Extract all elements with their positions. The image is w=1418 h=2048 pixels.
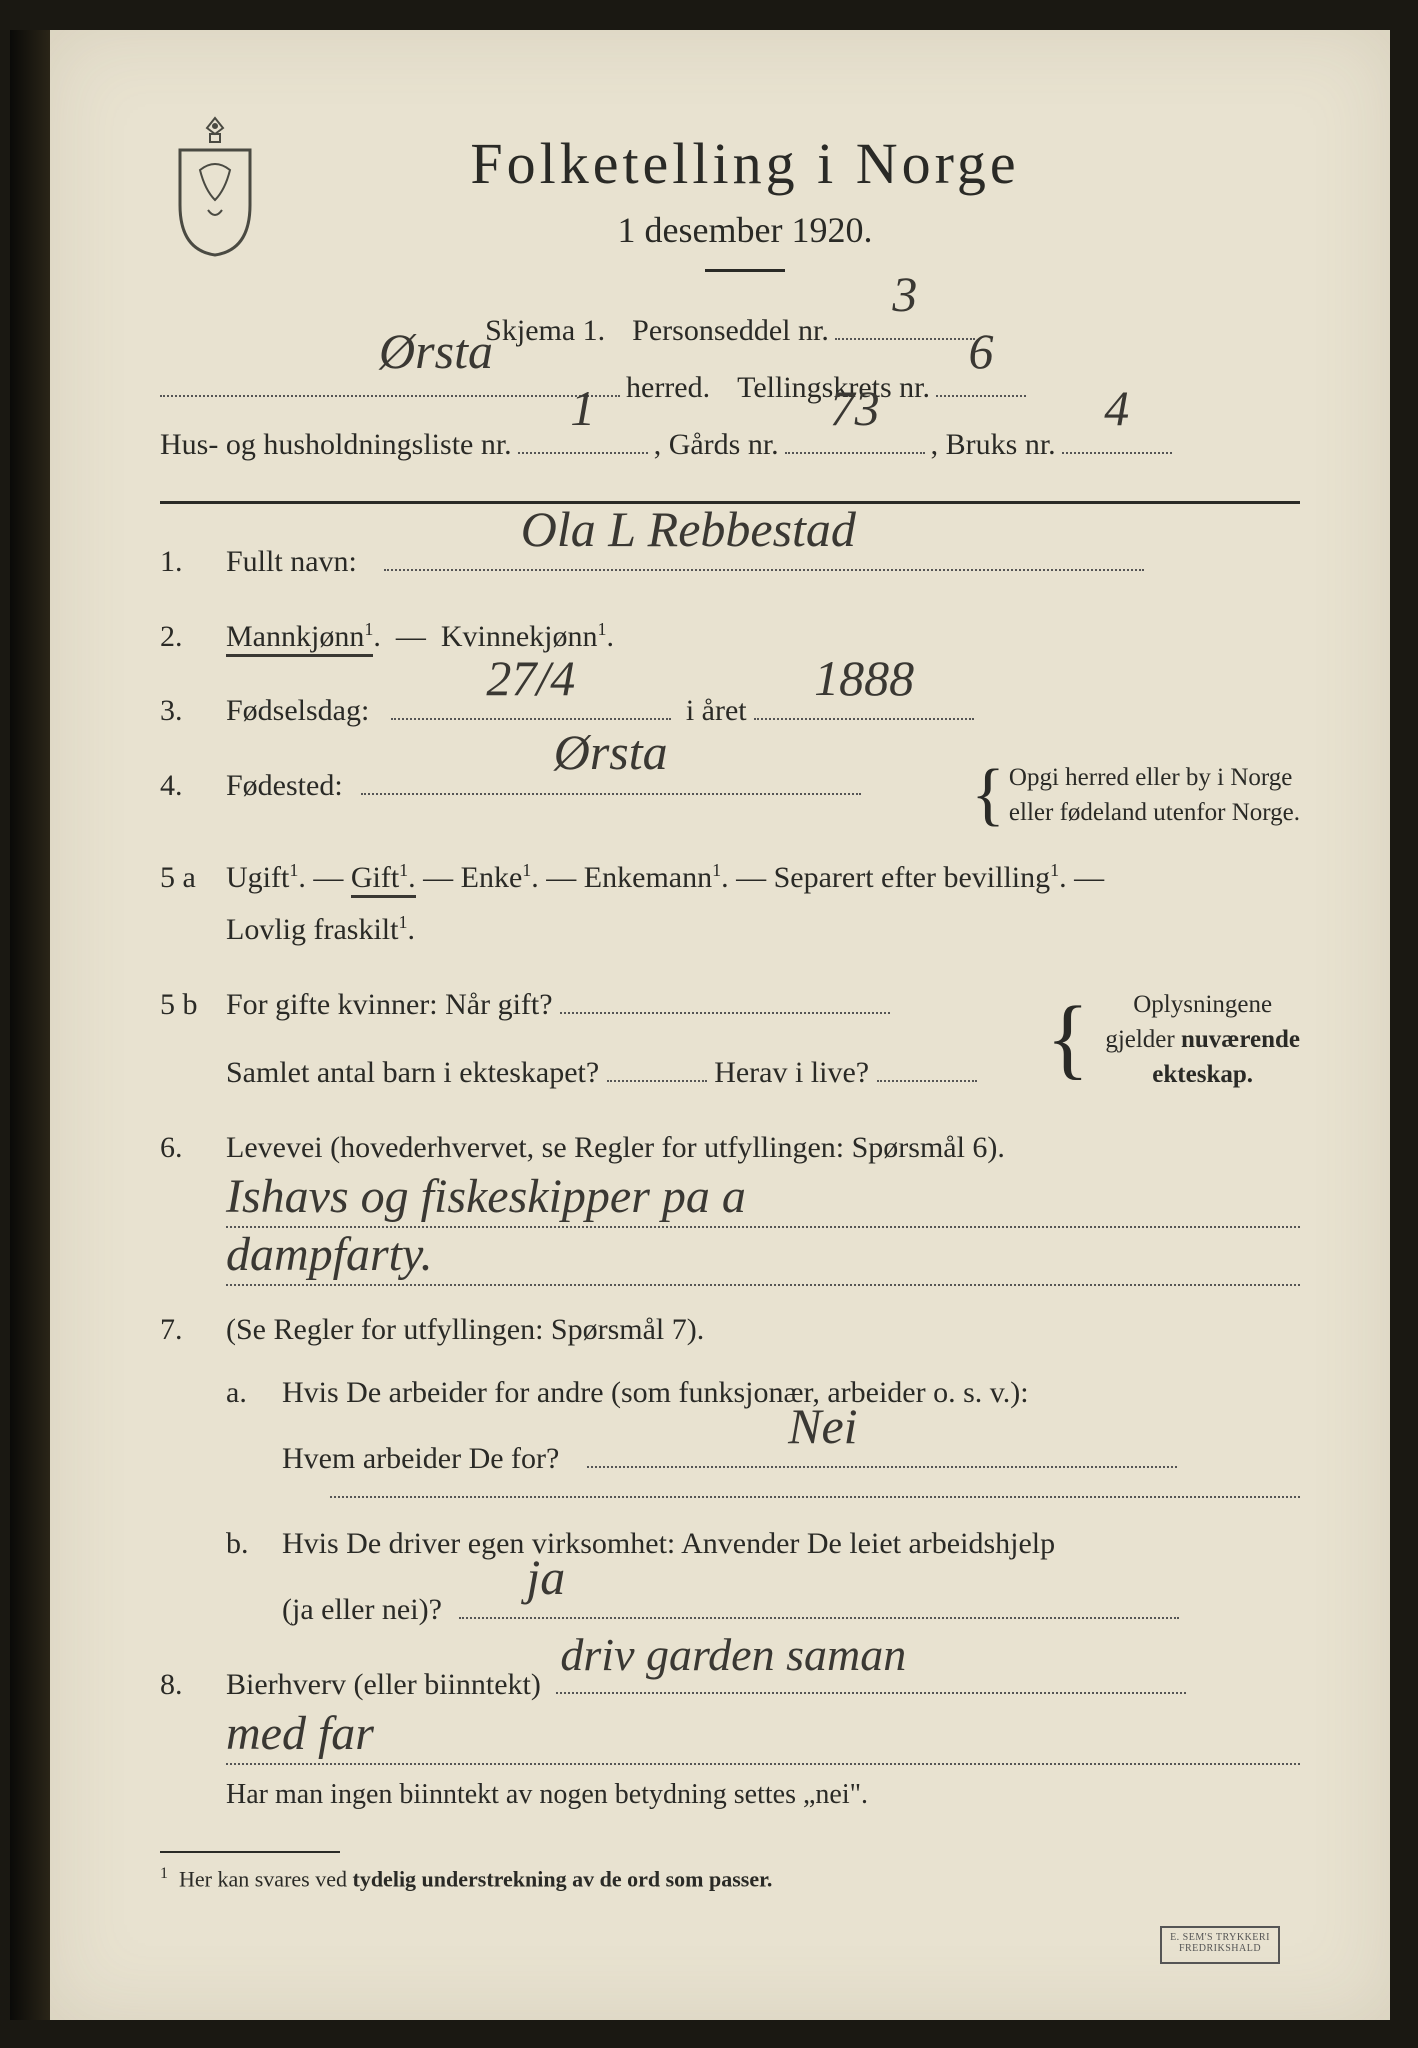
main-title: Folketelling i Norge <box>300 130 1190 197</box>
q5b-label3: Herav i live? <box>714 1056 869 1089</box>
q5b-field2 <box>607 1048 707 1082</box>
q5b-label2: Samlet antal barn i ekteskapet? <box>226 1056 599 1089</box>
gards-value: 73 <box>830 361 880 456</box>
q5a-num: 5 a <box>160 861 208 895</box>
question-1: 1. Fullt navn: Ola L Rebbestad <box>160 536 1300 589</box>
husliste-label: Hus- og husholdningsliste nr. <box>160 416 512 473</box>
q7a-num: a. <box>226 1376 264 1410</box>
meta-line-3: Hus- og husholdningsliste nr. 1 , Gårds … <box>160 416 1300 473</box>
q6-label: Levevei (hovederhvervet, se Regler for u… <box>226 1122 1300 1175</box>
question-7a: a. Hvis De arbeider for andre (som funks… <box>226 1367 1300 1486</box>
brace-icon: { <box>971 774 1005 816</box>
q1-field: Ola L Rebbestad <box>384 537 1144 571</box>
q7a-l2: Hvem arbeider De for? <box>282 1442 559 1475</box>
question-3: 3. Fødselsdag: 27/4 i året 1888 <box>160 685 1300 738</box>
herred-value: Ørsta <box>379 304 493 399</box>
q6-line2: dampfarty. <box>226 1238 1300 1286</box>
tellingskrets-value: 6 <box>969 304 994 399</box>
husliste-field: 1 <box>518 420 648 454</box>
personseddel-field: 3 <box>835 306 975 340</box>
title-block: Folketelling i Norge 1 desember 1920. <box>300 130 1300 272</box>
q5b-num: 5 b <box>160 988 208 1022</box>
personseddel-label: Personseddel nr. <box>632 302 829 359</box>
skjema-label: Skjema 1. <box>485 302 605 359</box>
q2-num: 2. <box>160 620 208 654</box>
q3-label-day: Fødselsdag: <box>226 694 369 727</box>
q2-mann: Mannkjønn1 <box>226 620 373 657</box>
q6-value-l1: Ishavs og fiskeskipper pa a <box>226 1169 746 1224</box>
gards-field: 73 <box>785 420 925 454</box>
coat-of-arms-icon <box>160 110 270 260</box>
q5b-label1: For gifte kvinner: Når gift? <box>226 988 553 1021</box>
question-5b: 5 b For gifte kvinner: Når gift? Samlet … <box>160 979 1300 1100</box>
q5b-field1 <box>560 980 890 1014</box>
footnote: 1 Her kan svares ved tydelig understrekn… <box>160 1865 1300 1892</box>
q8-line2: med far <box>226 1717 1300 1765</box>
q4-label: Fødested: <box>226 760 343 813</box>
q6-value-l2: dampfarty. <box>226 1227 433 1282</box>
q3-year-value: 1888 <box>814 635 914 723</box>
q7a-field: Nei <box>587 1434 1177 1468</box>
q8-label: Bierhverv (eller biinntekt) <box>226 1668 541 1701</box>
brace-icon: { <box>1046 1012 1089 1066</box>
sub-title: 1 desember 1920. <box>300 209 1190 251</box>
q7b-num: b. <box>226 1527 264 1561</box>
q7b-field: ja <box>459 1585 1179 1619</box>
q6-num: 6. <box>160 1131 208 1165</box>
herred-label: herred. <box>626 359 710 416</box>
q4-value: Ørsta <box>554 709 668 797</box>
q4-num: 4. <box>160 769 208 803</box>
title-rule <box>705 269 785 272</box>
question-6: 6. Levevei (hovederhvervet, se Regler fo… <box>160 1122 1300 1175</box>
q5b-note: Oplysningene gjelder nuværende ekteskap. <box>1105 987 1300 1092</box>
q1-num: 1. <box>160 545 208 579</box>
header: Folketelling i Norge 1 desember 1920. <box>160 130 1300 272</box>
q3-label-year: i året <box>686 694 747 727</box>
q5a-selected: Gift1. <box>351 861 416 898</box>
bruks-field: 4 <box>1062 420 1172 454</box>
q8-value-l2: med far <box>226 1706 374 1761</box>
q7-label: (Se Regler for utfyllingen: Spørsmål 7). <box>226 1304 1300 1357</box>
printer-stamp: E. SEM'S TRYKKERI FREDRIKSHALD <box>1160 1926 1280 1964</box>
meta-block: Skjema 1. Personseddel nr. 3 Ørsta herre… <box>160 302 1300 473</box>
herred-field: Ørsta <box>160 363 620 397</box>
census-form-page: Folketelling i Norge 1 desember 1920. Sk… <box>50 30 1390 2020</box>
q6-line1: Ishavs og fiskeskipper pa a <box>226 1180 1300 1228</box>
q8-field1: driv garden saman <box>556 1660 1186 1694</box>
q7a-value: Nei <box>788 1383 857 1471</box>
husliste-value: 1 <box>570 361 595 456</box>
bruks-value: 4 <box>1104 361 1129 456</box>
question-7: 7. (Se Regler for utfyllingen: Spørsmål … <box>160 1304 1300 1357</box>
q1-value: Ola L Rebbestad <box>521 486 856 574</box>
q8-num: 8. <box>160 1668 208 1702</box>
q3-num: 3. <box>160 694 208 728</box>
personseddel-value: 3 <box>892 247 917 342</box>
q4-field: Ørsta <box>361 761 861 795</box>
question-5a: 5 a Ugift1. — Gift1. — Enke1. — Enkemann… <box>160 852 1300 957</box>
q7b-l2: (ja eller nei)? <box>282 1593 442 1626</box>
question-4: 4. Fødested: Ørsta { Opgi herred eller b… <box>160 760 1300 830</box>
q7-num: 7. <box>160 1313 208 1347</box>
q5b-field3 <box>877 1048 977 1082</box>
q7b-l1: Hvis De driver egen virksomhet: Anvender… <box>282 1518 1300 1571</box>
q8-hint: Har man ingen biinntekt av nogen betydni… <box>226 1779 1300 1811</box>
footnote-rule <box>160 1851 340 1853</box>
meta-line-1: Skjema 1. Personseddel nr. 3 <box>160 302 1300 359</box>
q7a-rule <box>330 1496 1300 1498</box>
gards-label: , Gårds nr. <box>654 416 779 473</box>
q8-value-l1: driv garden saman <box>560 1615 906 1696</box>
q7b-value: ja <box>526 1534 565 1622</box>
question-2: 2. Mannkjønn1. — Kvinnekjønn1. <box>160 611 1300 664</box>
question-8: 8. Bierhverv (eller biinntekt) driv gard… <box>160 1659 1300 1712</box>
tellingskrets-field: 6 <box>936 363 1026 397</box>
q1-label: Fullt navn: <box>226 545 357 578</box>
bruks-label: , Bruks nr. <box>931 416 1056 473</box>
q5a-body: Ugift1. — Gift1. — Enke1. — Enkemann1. —… <box>226 852 1300 957</box>
q4-note: Opgi herred eller by i Norge eller fødel… <box>1009 760 1300 830</box>
q3-year-field: 1888 <box>754 686 974 720</box>
